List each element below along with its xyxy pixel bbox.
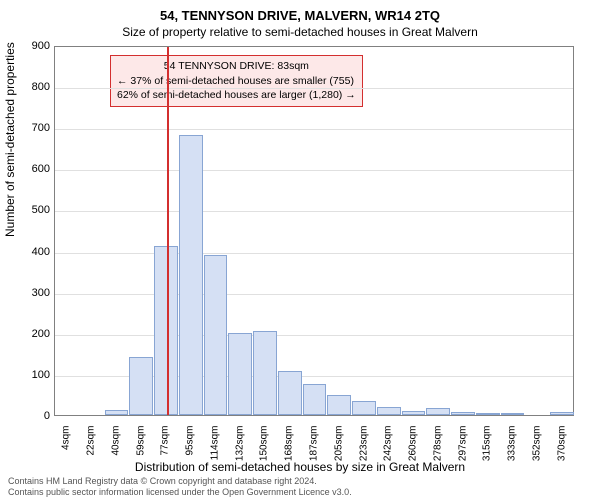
gridline — [55, 294, 573, 295]
histogram-bar — [179, 135, 203, 415]
ytick-label: 500 — [32, 204, 50, 216]
ytick-label: 0 — [44, 410, 50, 422]
histogram-bar — [550, 412, 574, 415]
xtick-label: 352sqm — [531, 426, 542, 466]
histogram-bar — [204, 255, 228, 415]
histogram-bar — [278, 371, 302, 415]
info-line-1: 54 TENNYSON DRIVE: 83sqm — [117, 59, 356, 74]
histogram-bar — [402, 411, 426, 415]
ytick-label: 100 — [32, 369, 50, 381]
chart-subtitle: Size of property relative to semi-detach… — [0, 23, 600, 39]
footer-line-1: Contains HM Land Registry data © Crown c… — [8, 476, 352, 487]
xtick-label: 242sqm — [383, 426, 394, 466]
chart-plot-area: 54 TENNYSON DRIVE: 83sqm ← 37% of semi-d… — [54, 46, 574, 416]
reference-marker — [167, 47, 169, 415]
xtick-label: 132sqm — [234, 426, 245, 466]
info-line-2: ← 37% of semi-detached houses are smalle… — [117, 74, 356, 89]
gridline — [55, 129, 573, 130]
xtick-label: 205sqm — [333, 426, 344, 466]
gridline — [55, 88, 573, 89]
y-axis-label: Number of semi-detached properties — [3, 42, 17, 237]
footer-attribution: Contains HM Land Registry data © Crown c… — [8, 476, 352, 499]
info-box: 54 TENNYSON DRIVE: 83sqm ← 37% of semi-d… — [110, 55, 363, 107]
xtick-label: 95sqm — [185, 426, 196, 466]
gridline — [55, 170, 573, 171]
histogram-bar — [303, 384, 327, 415]
xtick-label: 315sqm — [482, 426, 493, 466]
histogram-bar — [377, 407, 401, 415]
xtick-label: 40sqm — [110, 426, 121, 466]
ytick-label: 700 — [32, 122, 50, 134]
histogram-bar — [352, 401, 376, 415]
histogram-bar — [253, 331, 277, 415]
histogram-bar — [228, 333, 252, 415]
ytick-label: 200 — [32, 328, 50, 340]
histogram-bar — [129, 357, 153, 415]
gridline — [55, 211, 573, 212]
histogram-bar — [327, 395, 351, 415]
xtick-label: 278sqm — [432, 426, 443, 466]
ytick-label: 400 — [32, 246, 50, 258]
xtick-label: 4sqm — [61, 426, 72, 466]
xtick-label: 114sqm — [209, 426, 220, 466]
info-line-3: 62% of semi-detached houses are larger (… — [117, 88, 356, 103]
xtick-label: 370sqm — [556, 426, 567, 466]
xtick-label: 223sqm — [358, 426, 369, 466]
xtick-label: 77sqm — [160, 426, 171, 466]
xtick-label: 59sqm — [135, 426, 146, 466]
xtick-label: 150sqm — [259, 426, 270, 466]
histogram-bar — [501, 413, 525, 415]
ytick-label: 800 — [32, 81, 50, 93]
xtick-label: 297sqm — [457, 426, 468, 466]
xtick-label: 168sqm — [284, 426, 295, 466]
xtick-label: 22sqm — [86, 426, 97, 466]
xtick-label: 333sqm — [507, 426, 518, 466]
histogram-bar — [476, 413, 500, 415]
xtick-label: 187sqm — [309, 426, 320, 466]
chart-title: 54, TENNYSON DRIVE, MALVERN, WR14 2TQ — [0, 0, 600, 23]
gridline — [55, 335, 573, 336]
footer-line-2: Contains public sector information licen… — [8, 487, 352, 498]
histogram-bar — [426, 408, 450, 415]
histogram-bar — [451, 412, 475, 415]
ytick-label: 600 — [32, 163, 50, 175]
gridline — [55, 253, 573, 254]
ytick-label: 300 — [32, 287, 50, 299]
histogram-bar — [105, 410, 129, 415]
ytick-label: 900 — [32, 40, 50, 52]
xtick-label: 260sqm — [408, 426, 419, 466]
